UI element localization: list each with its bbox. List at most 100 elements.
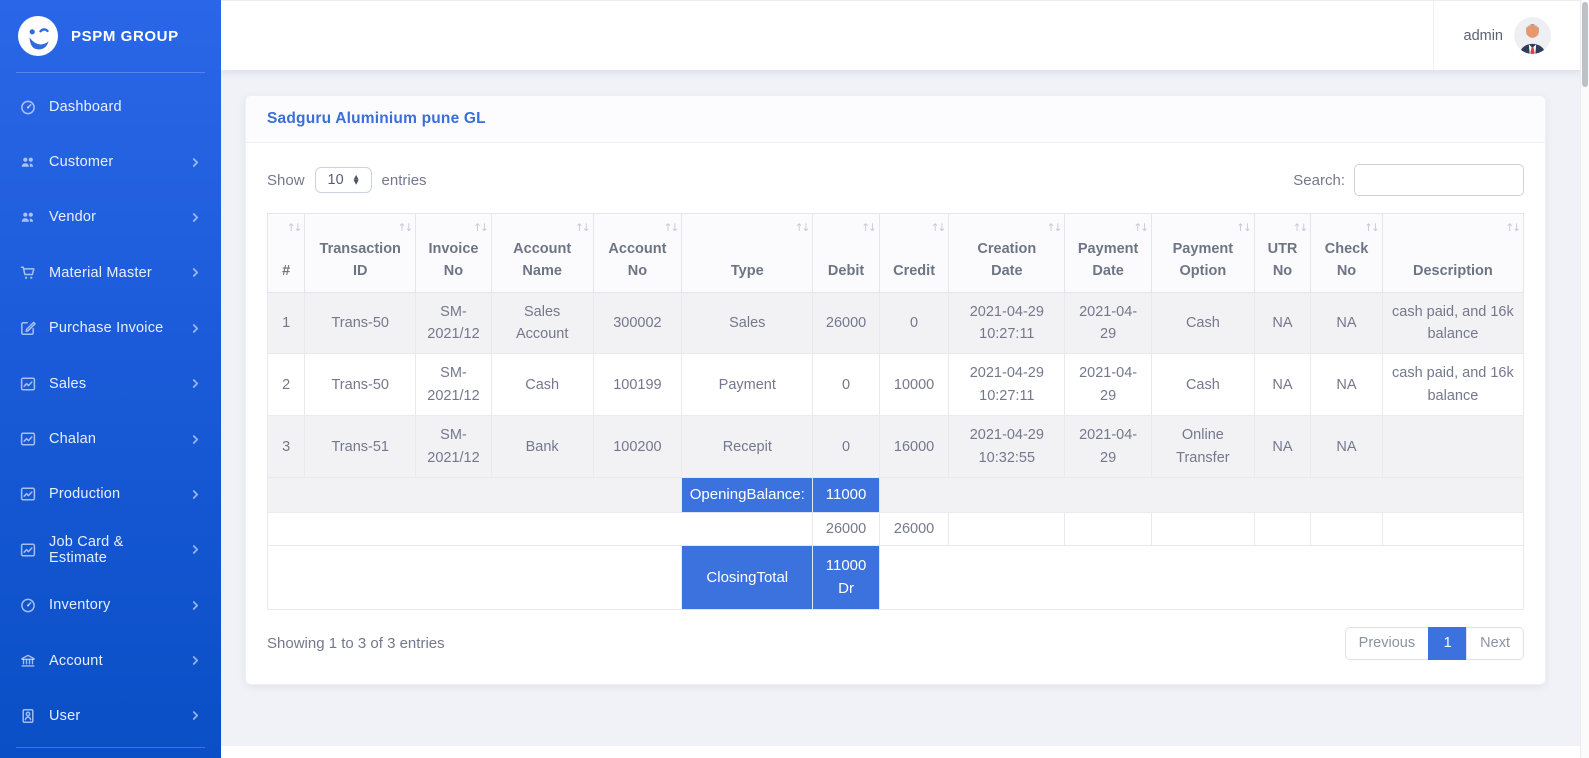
gl-table: ↑↓ # ↑↓ Transaction ID ↑↓ Invoice No ↑↓ Account… xyxy=(266,213,1525,610)
sidebar-item-sales[interactable]: Sales xyxy=(0,356,221,411)
empty-cell xyxy=(1253,511,1312,547)
idcard-icon xyxy=(20,708,36,724)
sidebar-bottom-divider xyxy=(16,747,205,748)
sort-icon: ↑↓ xyxy=(1292,222,1309,234)
cell: 100200 xyxy=(592,415,683,479)
debit-total: 26000 xyxy=(812,511,880,547)
empty-cell xyxy=(878,545,1525,610)
sidebar-item-dashboard[interactable]: Dashboard xyxy=(0,79,221,134)
empty-cell xyxy=(266,545,683,610)
chevron-right-icon xyxy=(190,655,201,666)
column-header-account-no[interactable]: ↑↓ Account No xyxy=(592,213,683,293)
cell: 0 xyxy=(878,291,950,355)
cell: Payment xyxy=(681,353,814,417)
cell: NA xyxy=(1253,415,1312,479)
chevron-right-icon xyxy=(190,710,201,721)
topbar: admin xyxy=(221,0,1589,70)
chart-icon xyxy=(20,376,36,392)
sidebar-item-account[interactable]: Account xyxy=(0,633,221,688)
cell: cash paid, and 16k balance xyxy=(1381,353,1525,417)
sidebar-item-chalan[interactable]: Chalan xyxy=(0,411,221,466)
cell: Sales Account xyxy=(490,291,594,355)
column-header-payment-date[interactable]: ↑↓ Payment Date xyxy=(1064,213,1152,293)
cell: 2021-04-29 xyxy=(1064,291,1152,355)
edit-icon xyxy=(20,320,36,336)
pagination-page-1[interactable]: 1 xyxy=(1428,626,1468,660)
column-header-utr-no[interactable]: ↑↓ UTR No xyxy=(1253,213,1312,293)
bank-icon xyxy=(20,653,36,669)
sort-icon: ↑↓ xyxy=(1505,222,1521,234)
cell: 2021-04-29 10:27:11 xyxy=(948,291,1066,355)
sidebar-nav: Dashboard Customer Vendor Material Master Pu… xyxy=(0,73,221,744)
column-header-type[interactable]: ↑↓ Type xyxy=(681,213,814,293)
search-input[interactable] xyxy=(1354,164,1524,196)
sidebar-item-customer[interactable]: Customer xyxy=(0,134,221,189)
chevron-right-icon xyxy=(190,600,201,611)
cell: NA xyxy=(1253,353,1312,417)
cell: 0 xyxy=(812,415,880,479)
table-row: 3 Trans-51 SM-2021/12 Bank 100200 Recepit 0 160… xyxy=(266,415,1525,479)
column-header-debit[interactable]: ↑↓ Debit xyxy=(812,213,880,293)
pagination-next[interactable]: Next xyxy=(1466,626,1524,660)
cell: NA xyxy=(1310,353,1383,417)
scrollbar xyxy=(1580,0,1589,758)
column-header-account-name[interactable]: ↑↓ Account Name xyxy=(490,213,594,293)
cell: Recepit xyxy=(681,415,814,479)
sidebar-item-inventory[interactable]: Inventory xyxy=(0,578,221,633)
empty-cell xyxy=(948,511,1066,547)
sort-icon: ↑↓ xyxy=(574,222,591,234)
user-menu[interactable]: admin xyxy=(1432,1,1589,70)
entries-label: entries xyxy=(381,171,427,189)
sidebar-item-user[interactable]: User xyxy=(0,688,221,743)
cell: Trans-51 xyxy=(304,415,417,479)
cell: 2021-04-29 xyxy=(1064,415,1152,479)
column-header-#[interactable]: ↑↓ # xyxy=(266,213,306,293)
opening-balance-row: OpeningBalance: 11000 xyxy=(266,477,1525,513)
gauge-icon xyxy=(20,99,36,115)
column-header-invoice-no[interactable]: ↑↓ Invoice No xyxy=(415,213,492,293)
page-length-group: Show 10 ▲ ▼ entries xyxy=(267,167,427,193)
pagination-previous[interactable]: Previous xyxy=(1344,626,1430,660)
cell: Trans-50 xyxy=(304,353,417,417)
entries-info: Showing 1 to 3 of 3 entries xyxy=(267,634,445,652)
page-length-value: 10 xyxy=(327,172,344,188)
sidebar-item-material-master[interactable]: Material Master xyxy=(0,245,221,300)
column-header-check-no[interactable]: ↑↓ Check No xyxy=(1310,213,1383,293)
user-avatar xyxy=(1514,17,1551,54)
brand[interactable]: PSPM GROUP xyxy=(0,0,221,72)
chart-icon xyxy=(20,486,36,502)
column-header-payment-option[interactable]: ↑↓ Payment Option xyxy=(1150,213,1255,293)
table-controls: Show 10 ▲ ▼ entries Search: xyxy=(267,164,1524,196)
sort-icon: ↑↓ xyxy=(1236,222,1252,234)
cell: 300002 xyxy=(592,291,683,355)
card-body: Show 10 ▲ ▼ entries Search: ↑↓ # ↑↓ Tran xyxy=(246,143,1545,684)
empty-cell xyxy=(1310,511,1383,547)
cell: 2021-04-29 10:27:11 xyxy=(948,353,1066,417)
column-header-transaction-id[interactable]: ↑↓ Transaction ID xyxy=(304,213,417,293)
sort-icon: ↑↓ xyxy=(1364,222,1380,234)
chevron-right-icon xyxy=(190,267,201,278)
chevron-right-icon xyxy=(190,212,201,223)
column-header-credit[interactable]: ↑↓ Credit xyxy=(878,213,950,293)
chart-icon xyxy=(20,542,36,558)
sidebar-item-purchase-invoice[interactable]: Purchase Invoice xyxy=(0,301,221,356)
page-length-select[interactable]: 10 ▲ ▼ xyxy=(314,167,372,193)
cell: 100199 xyxy=(592,353,683,417)
sort-icon: ↑↓ xyxy=(473,222,489,234)
scrollbar-thumb[interactable] xyxy=(1582,2,1588,87)
cell xyxy=(1381,415,1525,479)
sidebar-item-job-card-estimate[interactable]: Job Card & Estimate xyxy=(0,522,221,577)
cell: Sales xyxy=(681,291,814,355)
empty-cell xyxy=(878,477,1525,513)
column-header-description[interactable]: ↑↓ Description xyxy=(1381,213,1525,293)
sort-icon: ↑↓ xyxy=(794,222,811,234)
card-header: Sadguru Aluminium pune GL xyxy=(246,96,1545,143)
closing-total-label: ClosingTotal xyxy=(681,545,814,610)
chart-icon xyxy=(20,431,36,447)
sidebar-item-production[interactable]: Production xyxy=(0,467,221,522)
sort-icon: ↑↓ xyxy=(397,222,414,234)
closing-total-value: 11000 Dr xyxy=(812,545,880,610)
sidebar-item-vendor[interactable]: Vendor xyxy=(0,190,221,245)
users-icon xyxy=(20,154,36,170)
column-header-creation-date[interactable]: ↑↓ Creation Date xyxy=(948,213,1066,293)
